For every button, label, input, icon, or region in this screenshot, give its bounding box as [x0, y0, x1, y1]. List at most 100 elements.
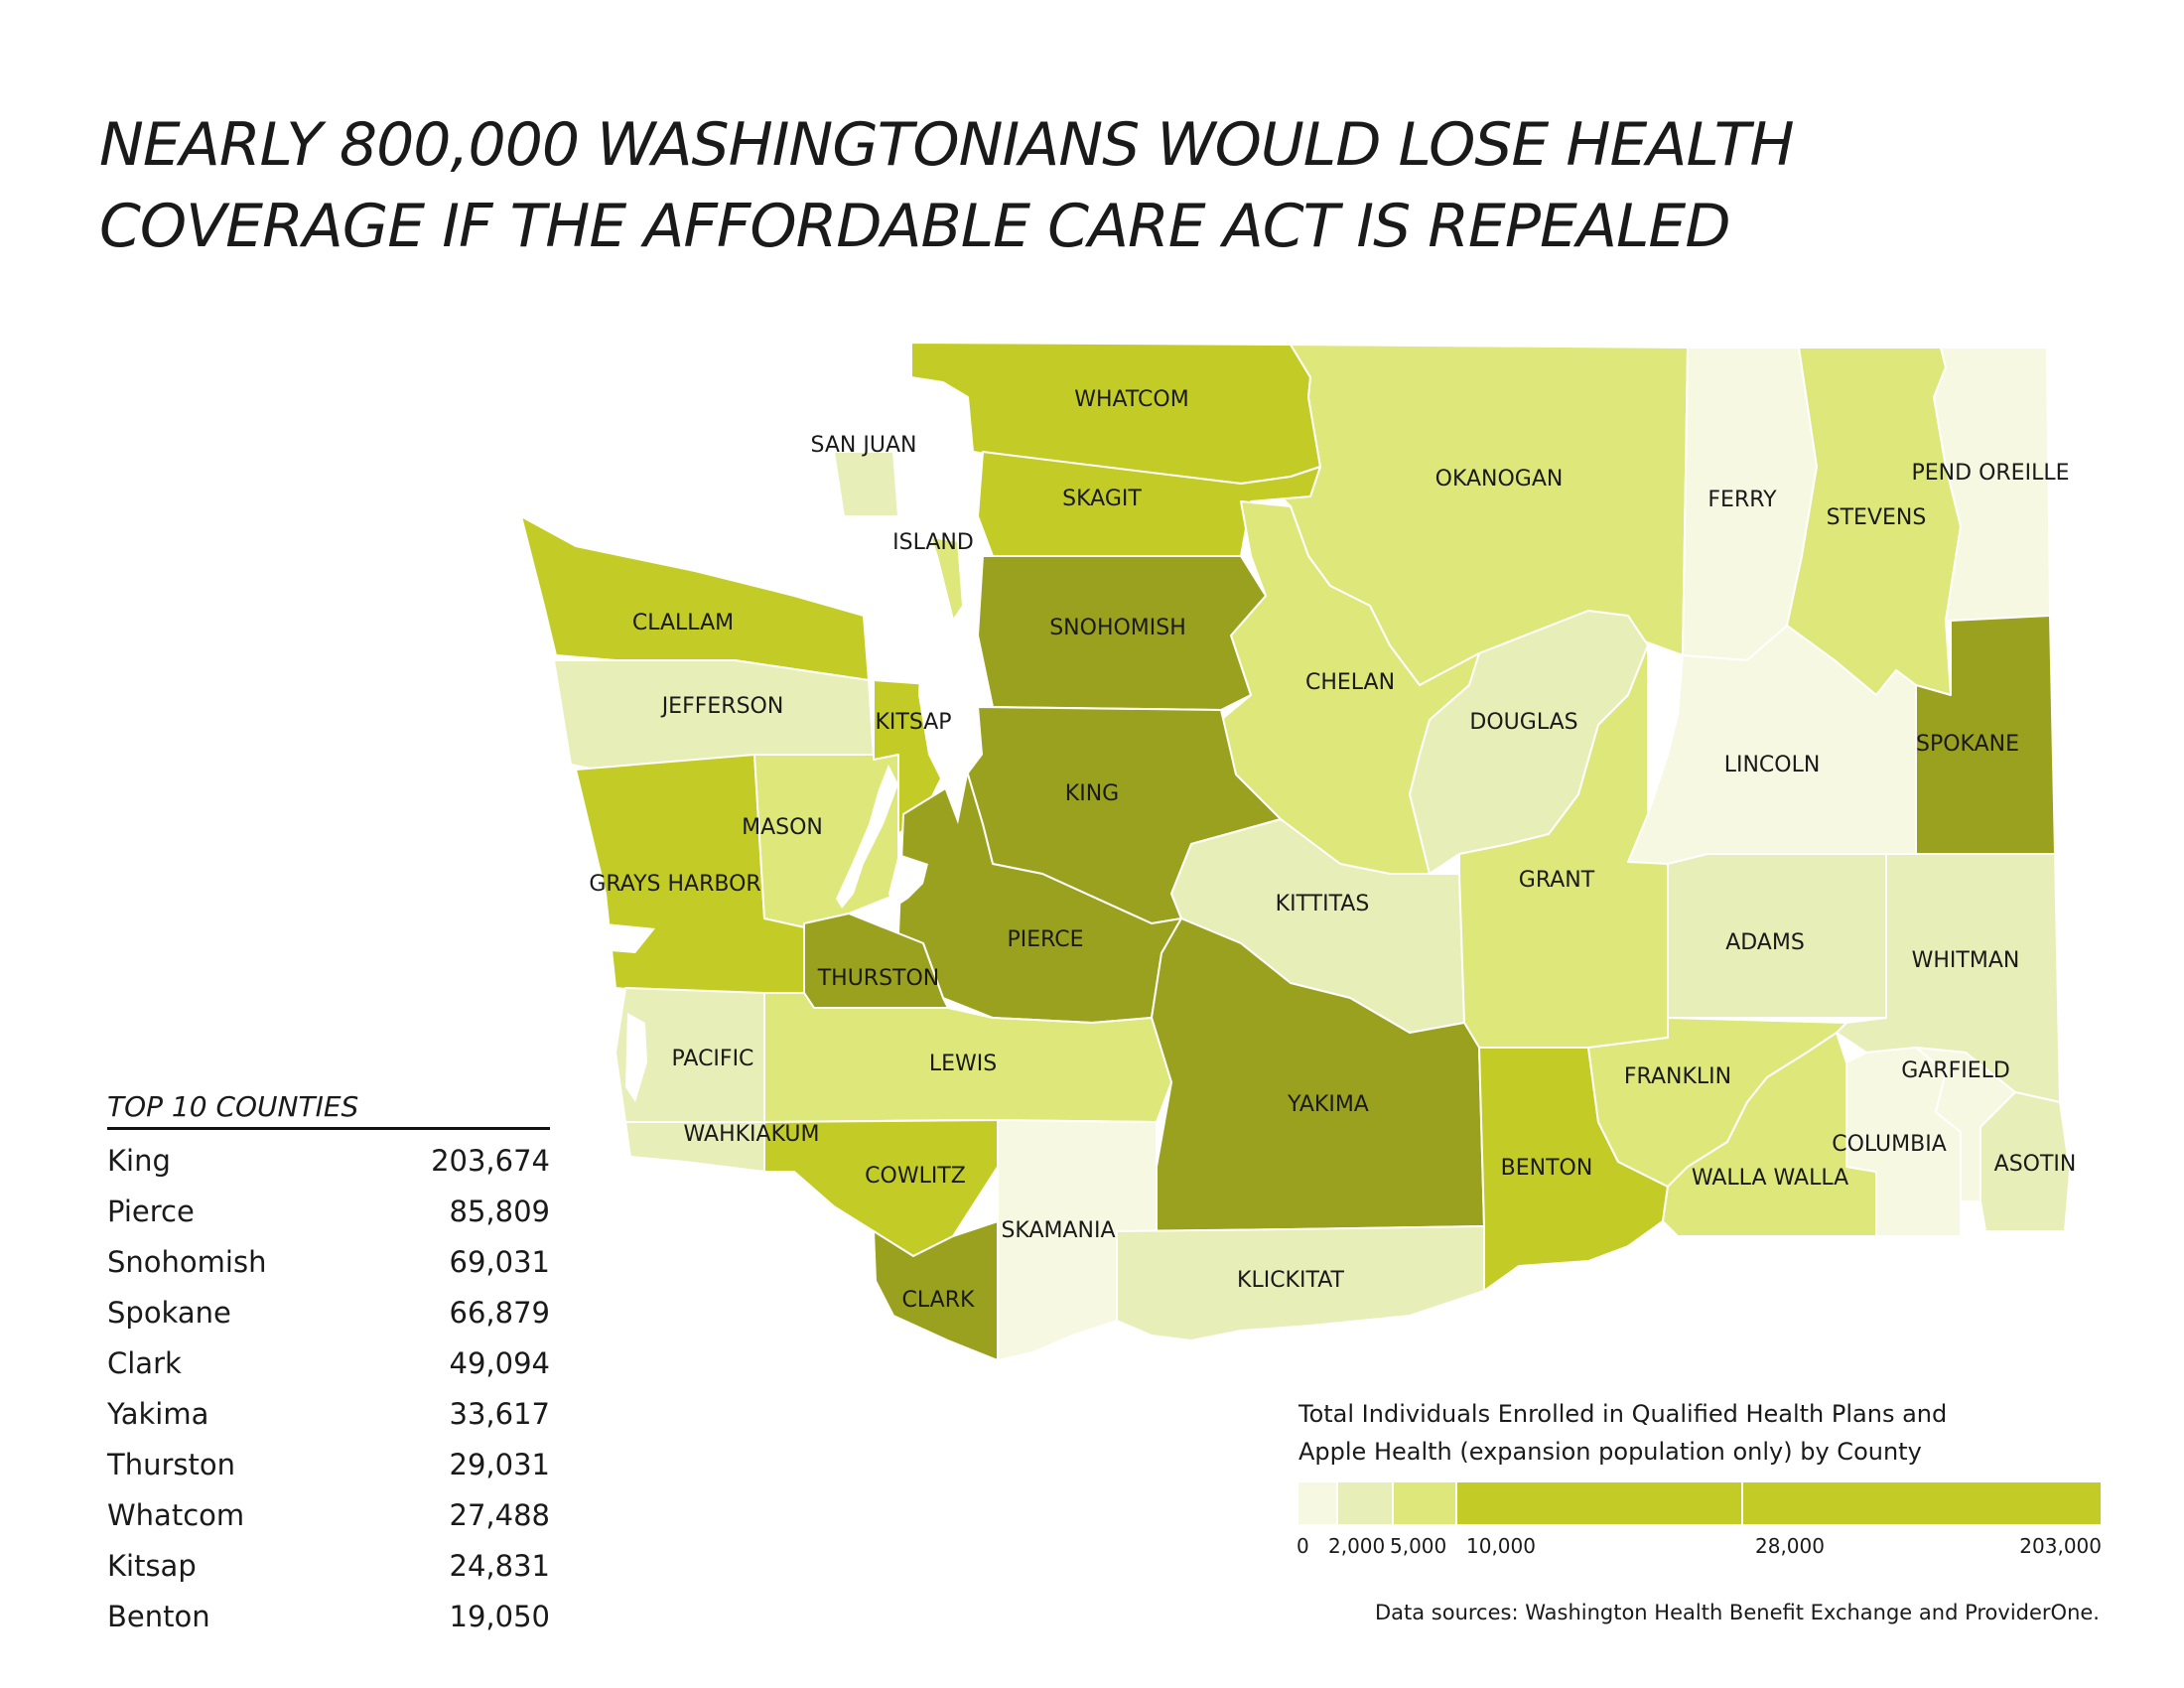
county-label-kitsap: KITSAP	[875, 710, 951, 735]
hood-canal-shape	[836, 765, 898, 909]
top-10-row: Yakima 33,617	[107, 1389, 550, 1440]
county-label-pierce: PIERCE	[1007, 927, 1083, 952]
county-clallam[interactable]	[520, 515, 870, 681]
top-10-county-name: Benton	[107, 1600, 210, 1633]
top-10-row: Spokane 66,879	[107, 1288, 550, 1338]
county-label-island: ISLAND	[892, 530, 974, 555]
county-pend-oreille[interactable]	[1933, 347, 2051, 622]
county-label-clallam: CLALLAM	[632, 611, 734, 635]
top-10-county-value: 29,031	[449, 1448, 550, 1481]
legend-tick-labels: 0 2,000 5,000 10,000 28,000 203,000	[0, 1534, 2184, 1564]
county-label-grays-harbor: GRAYS HARBOR	[589, 872, 760, 897]
legend-title: Total Individuals Enrolled in Qualified …	[1298, 1395, 2093, 1471]
county-label-san-juan: SAN JUAN	[811, 433, 917, 458]
county-label-snohomish: SNOHOMISH	[1049, 616, 1186, 640]
south-sound-shape	[888, 854, 928, 909]
county-label-ferry: FERRY	[1707, 488, 1777, 512]
legend-swatch	[1394, 1482, 1457, 1524]
top-10-county-value: 85,809	[449, 1195, 550, 1228]
county-label-skagit: SKAGIT	[1062, 487, 1142, 511]
county-label-lincoln: LINCOLN	[1724, 753, 1821, 777]
top-10-county-value: 69,031	[449, 1245, 550, 1279]
top-10-county-value: 66,879	[449, 1296, 550, 1330]
county-label-benton: BENTON	[1501, 1156, 1593, 1181]
top-10-heading: TOP 10 COUNTIES	[107, 1090, 550, 1130]
top-10-row: Clark 49,094	[107, 1338, 550, 1389]
county-label-jefferson: JEFFERSON	[660, 694, 784, 719]
county-klickitat[interactable]	[1116, 1225, 1485, 1341]
county-label-skamania: SKAMANIA	[1001, 1218, 1115, 1243]
top-10-county-value: 27,488	[449, 1498, 550, 1532]
legend-tick-label: 10,000	[1466, 1534, 1536, 1558]
county-regions	[520, 342, 2071, 1361]
county-label-king: KING	[1065, 781, 1119, 806]
county-label-chelan: CHELAN	[1305, 670, 1395, 695]
county-label-columbia: COLUMBIA	[1832, 1132, 1947, 1157]
top-10-county-name: Yakima	[107, 1397, 209, 1431]
top-10-county-name: Pierce	[107, 1195, 195, 1228]
top-10-counties-table: TOP 10 COUNTIES King 203,674 Pierce 85,809 S…	[107, 1090, 550, 1642]
county-label-asotin: ASOTIN	[1994, 1152, 2077, 1177]
county-label-thurston: THURSTON	[817, 966, 940, 991]
puget-sound-shape	[898, 526, 983, 824]
top-10-county-name: King	[107, 1144, 171, 1178]
title-line-1: NEARLY 800,000 WASHINGTONIANS WOULD LOSE…	[99, 110, 1795, 180]
legend-swatch	[1338, 1482, 1394, 1524]
top-10-row: Pierce 85,809	[107, 1187, 550, 1237]
county-label-grant: GRANT	[1519, 868, 1595, 893]
county-san-juan[interactable]	[833, 451, 899, 517]
county-label-klickitat: KLICKITAT	[1237, 1268, 1345, 1293]
county-label-walla-walla: WALLA WALLA	[1692, 1166, 1848, 1191]
top-10-county-value: 33,617	[449, 1397, 550, 1431]
top-10-list: King 203,674 Pierce 85,809 Snohomish 69,031 Sp…	[107, 1136, 550, 1642]
legend-tick-label: 5,000	[1390, 1534, 1447, 1558]
top-10-county-value: 203,674	[431, 1144, 550, 1178]
county-label-franklin: FRANKLIN	[1624, 1064, 1731, 1089]
county-label-mason: MASON	[742, 815, 823, 840]
county-mason[interactable]	[753, 754, 899, 929]
county-label-douglas: DOUGLAS	[1469, 710, 1577, 735]
top-10-county-name: Whatcom	[107, 1498, 245, 1532]
county-labels: WHATCOM SAN JUAN SKAGIT ISLAND OKANOGAN FERRY…	[589, 387, 2076, 1313]
county-walla-walla[interactable]	[1662, 1032, 1877, 1237]
top-10-county-name: Kitsap	[107, 1549, 197, 1583]
top-10-row: Benton 19,050	[107, 1592, 550, 1642]
title-line-2: COVERAGE IF THE AFFORDABLE CARE ACT IS R…	[99, 192, 1731, 261]
top-10-row: King 203,674	[107, 1136, 550, 1187]
county-skagit[interactable]	[977, 451, 1321, 557]
top-10-row: Snohomish 69,031	[107, 1237, 550, 1288]
top-10-row: Kitsap 24,831	[107, 1541, 550, 1592]
top-10-county-name: Snohomish	[107, 1245, 267, 1279]
county-label-yakima: YAKIMA	[1287, 1092, 1369, 1117]
willapa-bay-shape	[625, 1013, 647, 1102]
top-10-county-value: 49,094	[449, 1346, 550, 1380]
top-10-county-name: Spokane	[107, 1296, 231, 1330]
county-label-garfield: GARFIELD	[1901, 1058, 2010, 1083]
top-10-county-name: Clark	[107, 1346, 182, 1380]
county-snohomish[interactable]	[977, 555, 1267, 711]
county-label-pacific: PACIFIC	[672, 1047, 754, 1071]
county-label-stevens: STEVENS	[1827, 505, 1927, 530]
legend-title-line-2: Apple Health (expansion population only)…	[1298, 1438, 1922, 1466]
county-label-pend-oreille: PEND OREILLE	[1912, 461, 2070, 486]
legend-tick-label: 203,000	[2019, 1534, 2102, 1558]
county-asotin[interactable]	[1979, 1091, 2071, 1232]
page-title: NEARLY 800,000 WASHINGTONIANS WOULD LOSE…	[99, 104, 1985, 267]
county-label-adams: ADAMS	[1725, 930, 1805, 955]
county-label-whitman: WHITMAN	[1912, 948, 2020, 973]
county-label-clark: CLARK	[902, 1288, 975, 1313]
legend-color-bar	[1298, 1482, 2101, 1524]
puget-sound-water	[606, 526, 983, 1102]
county-label-whatcom: WHATCOM	[1074, 387, 1188, 412]
top-10-county-value: 24,831	[449, 1549, 550, 1583]
county-label-kittitas: KITTITAS	[1276, 892, 1370, 916]
top-10-row: Thurston 29,031	[107, 1440, 550, 1490]
county-wahkiakum[interactable]	[624, 1121, 765, 1173]
top-10-row: Whatcom 27,488	[107, 1490, 550, 1541]
washington-county-map: WHATCOM SAN JUAN SKAGIT ISLAND OKANOGAN FERRY…	[520, 342, 2076, 1361]
county-label-lewis: LEWIS	[929, 1052, 997, 1076]
legend-swatch	[1457, 1482, 1743, 1524]
county-whatcom[interactable]	[910, 342, 1321, 485]
legend-swatch	[1298, 1482, 1338, 1524]
top-10-county-value: 19,050	[449, 1600, 550, 1633]
